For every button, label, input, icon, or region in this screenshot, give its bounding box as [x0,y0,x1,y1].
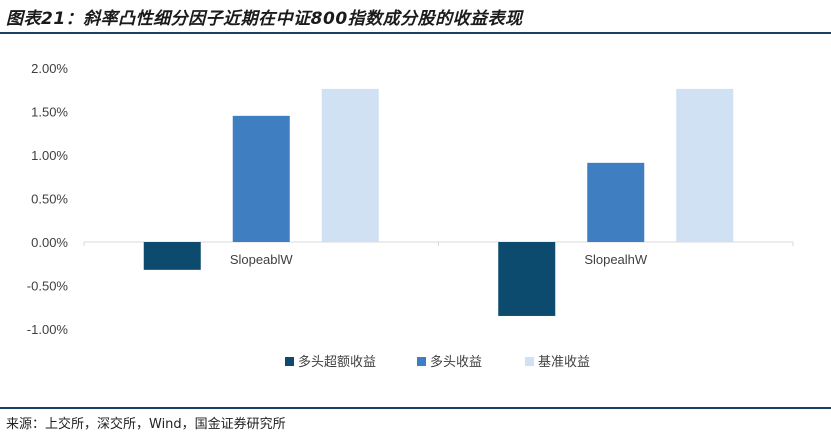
bar-3-SlopeablW [321,88,379,242]
bar-2-SlopealhW [587,162,645,242]
bar-2-SlopeablW [232,115,290,242]
y-tick-label: 1.50% [31,105,68,120]
chart-title: 图表21：斜率凸性细分因子近期在中证800指数成分股的收益表现 [6,9,523,29]
bar-3-SlopealhW [676,88,734,242]
source-rule [0,407,831,409]
title-rule [0,32,831,34]
legend-swatch [285,357,294,366]
y-tick-label: 0.50% [31,192,68,207]
legend-label: 多头超额收益 [298,354,376,370]
y-tick-label: -0.50% [27,279,69,294]
y-tick-label: 2.00% [31,61,68,76]
y-tick-label: -1.00% [27,322,69,337]
bar-1-SlopeablW [143,242,201,270]
bar-1-SlopealhW [498,242,556,316]
bar-chart: 2.00% 1.50% 1.00% 0.50% 0.00% -0.50% -1.00% Slo… [27,61,794,370]
legend-swatch [417,357,426,366]
y-tick-label: 1.00% [31,148,68,163]
y-tick-label: 0.00% [31,235,68,250]
legend-label: 基准收益 [538,355,590,370]
category-label: SlopealhW [584,252,648,267]
legend-swatch [525,357,534,366]
legend-label: 多头收益 [430,354,482,370]
source-note: 来源：上交所，深交所，Wind，国金证券研究所 [6,417,286,432]
category-label: SlopeablW [230,252,294,267]
